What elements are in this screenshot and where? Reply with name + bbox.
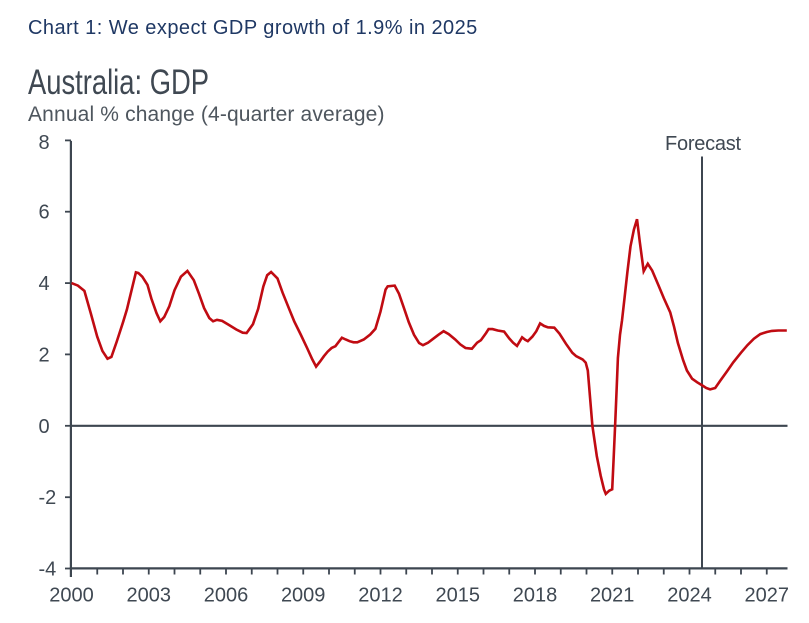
svg-text:2021: 2021 — [590, 584, 635, 606]
svg-text:2012: 2012 — [358, 584, 403, 606]
svg-text:2015: 2015 — [436, 584, 481, 606]
svg-text:2000: 2000 — [49, 584, 94, 606]
svg-text:-2: -2 — [39, 487, 57, 509]
svg-text:2018: 2018 — [513, 584, 558, 606]
svg-text:2003: 2003 — [127, 584, 172, 606]
svg-text:2024: 2024 — [667, 584, 712, 606]
svg-text:8: 8 — [39, 132, 50, 154]
svg-text:4: 4 — [39, 273, 50, 295]
svg-text:0: 0 — [39, 416, 50, 438]
svg-text:Forecast: Forecast — [665, 133, 741, 155]
svg-text:6: 6 — [39, 202, 50, 224]
svg-text:-4: -4 — [39, 559, 57, 581]
svg-text:2009: 2009 — [281, 584, 326, 606]
svg-text:2027: 2027 — [745, 584, 790, 606]
svg-text:2006: 2006 — [204, 584, 249, 606]
svg-text:2: 2 — [39, 344, 50, 366]
